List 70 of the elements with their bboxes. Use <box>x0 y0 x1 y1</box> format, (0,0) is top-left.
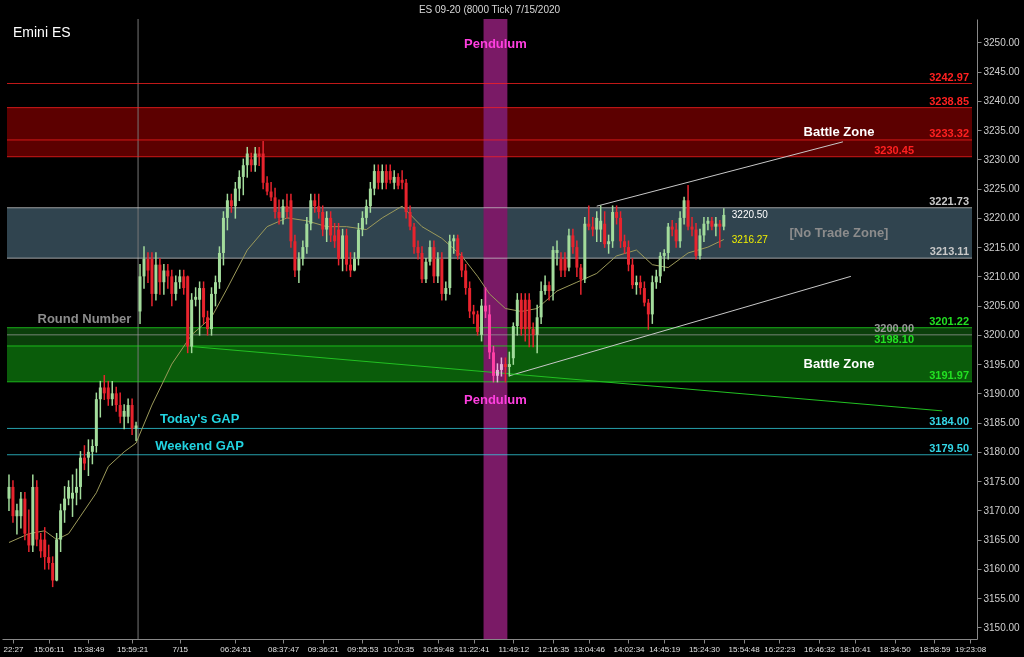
x-tick-label: 19:23:08 <box>954 644 987 654</box>
ref-line-label: 3200.00 <box>874 321 914 334</box>
x-tick-label: 10:59:48 <box>422 644 455 654</box>
annotation: Round Number <box>37 310 132 326</box>
y-tick-label: 3225.00 <box>983 183 1021 195</box>
y-tick-label: 3215.00 <box>983 241 1021 253</box>
y-tick-label: 3185.00 <box>983 417 1021 429</box>
y-tick-label: 3235.00 <box>983 124 1021 136</box>
x-tick-label: 08:37:47 <box>267 644 300 654</box>
x-tick-label: 13:04:46 <box>573 644 606 654</box>
chart-title: ES 09-20 (8000 Tick) 7/15/2020 <box>418 3 561 15</box>
x-tick-label: 09:36:21 <box>307 644 340 654</box>
x-tick-label: 11:22:41 <box>458 644 490 654</box>
x-tick-label: 15:24:30 <box>688 644 721 654</box>
x-tick-label: 14:02:34 <box>613 644 646 654</box>
annotation: Pendulum <box>464 35 527 51</box>
annotation: 3220.50 <box>731 208 769 220</box>
y-tick-label: 3210.00 <box>983 270 1021 282</box>
ref-line-label: 3201.22 <box>929 314 969 327</box>
ref-line-label: 3198.10 <box>874 332 914 345</box>
y-tick-label: 3245.00 <box>983 66 1021 78</box>
x-tick-label: 15:06:11 <box>33 644 66 654</box>
x-tick-label: 12:16:35 <box>537 644 570 654</box>
x-tick-label: 22:27 <box>3 644 25 654</box>
y-tick-label: 3240.00 <box>983 95 1021 107</box>
y-tick-label: 3195.00 <box>983 358 1021 370</box>
x-tick-label: 18:34:50 <box>879 644 912 654</box>
x-tick-label: 10:20:35 <box>383 644 415 654</box>
y-tick-label: 3250.00 <box>983 36 1021 48</box>
y-tick-label: 3200.00 <box>983 329 1021 341</box>
band-label: [No Trade Zone] <box>789 224 889 240</box>
y-tick-label: 3190.00 <box>983 387 1021 399</box>
ref-line-label: 3238.85 <box>929 94 969 107</box>
band-label: Battle Zone <box>803 355 875 371</box>
band-label: Battle Zone <box>803 124 875 140</box>
x-tick-label: 16:46:32 <box>804 644 836 654</box>
ref-line-label: 3191.97 <box>929 368 969 381</box>
ref-line-label: 3221.73 <box>929 194 969 207</box>
ref-line-label: 3230.45 <box>874 143 914 156</box>
x-tick-label: 18:10:41 <box>839 644 872 654</box>
x-tick-label: 15:59:21 <box>117 644 149 654</box>
y-tick-label: 3160.00 <box>983 563 1021 575</box>
ref-line-label: 3242.97 <box>929 70 969 83</box>
x-tick-label: 15:38:49 <box>73 644 106 654</box>
x-tick-label: 11:49:12 <box>498 644 530 654</box>
annotation: 3216.27 <box>731 233 769 245</box>
annotation: Pendulum <box>464 392 527 408</box>
y-tick-label: 3180.00 <box>983 446 1021 458</box>
y-tick-label: 3220.00 <box>983 212 1021 224</box>
annotation: Weekend GAP <box>155 437 245 453</box>
y-tick-label: 3205.00 <box>983 300 1021 312</box>
x-tick-label: 06:24:51 <box>220 644 252 654</box>
y-tick-label: 3230.00 <box>983 153 1021 165</box>
annotation: Emini ES <box>13 24 71 40</box>
y-tick-label: 3150.00 <box>983 621 1021 633</box>
ref-line-label: 3179.50 <box>929 441 969 454</box>
y-tick-label: 3175.00 <box>983 475 1021 487</box>
x-tick-label: 16:22:23 <box>764 644 797 654</box>
x-tick-label: 14:45:19 <box>649 644 681 654</box>
ref-line-label: 3184.00 <box>929 415 969 428</box>
ref-line-label: 3213.11 <box>929 245 969 258</box>
x-tick-label: 7/15 <box>172 644 189 654</box>
ref-line-label: 3233.32 <box>929 126 969 139</box>
y-tick-label: 3170.00 <box>983 504 1021 516</box>
x-tick-label: 15:54:48 <box>728 644 761 654</box>
y-tick-label: 3165.00 <box>983 534 1021 546</box>
x-tick-label: 09:55:53 <box>347 644 380 654</box>
annotation: Today's GAP <box>159 411 240 427</box>
y-tick-label: 3155.00 <box>983 592 1021 604</box>
x-tick-label: 18:58:59 <box>919 644 951 654</box>
